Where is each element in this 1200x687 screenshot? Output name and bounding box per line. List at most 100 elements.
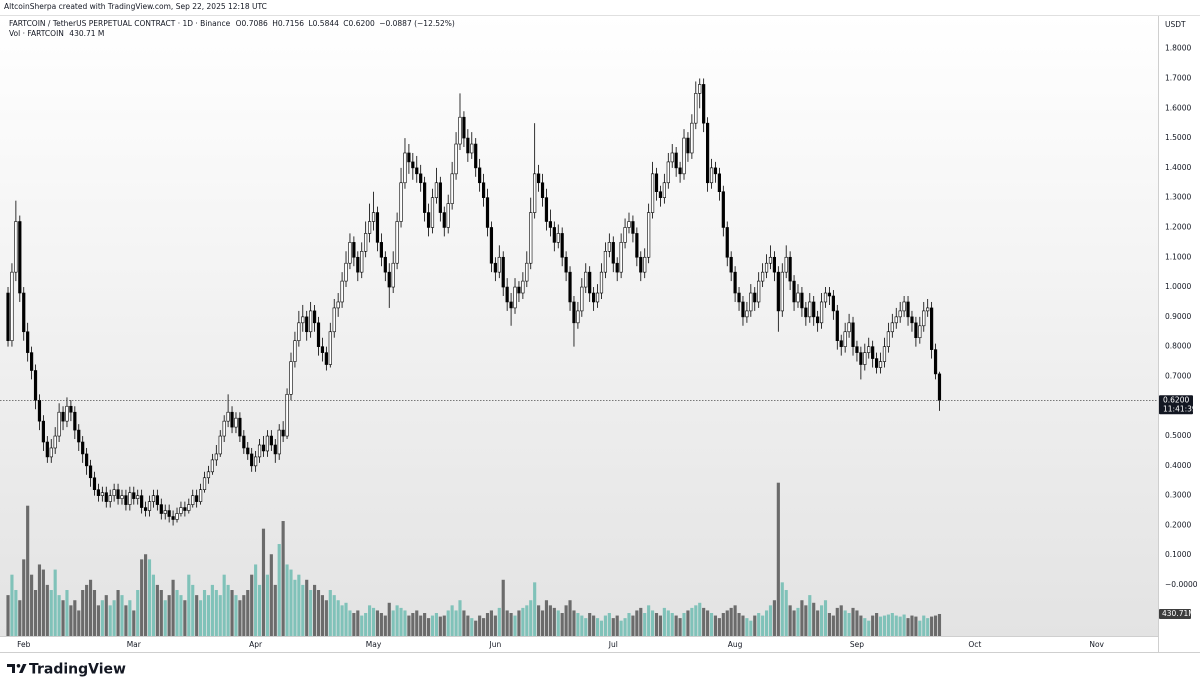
volume-bar bbox=[175, 590, 179, 636]
volume-bar bbox=[827, 613, 832, 636]
volume-bar bbox=[81, 590, 85, 636]
volume-bar bbox=[171, 579, 175, 636]
candle-body bbox=[729, 256, 733, 273]
candle-body bbox=[470, 143, 474, 154]
volume-bar bbox=[88, 579, 93, 636]
candle-body bbox=[615, 262, 619, 273]
candle-body bbox=[654, 173, 659, 193]
volume-bar bbox=[132, 610, 136, 636]
candle-body bbox=[737, 292, 741, 303]
candle-body bbox=[780, 271, 784, 312]
volume-bar bbox=[784, 590, 788, 636]
volume-bar bbox=[328, 590, 332, 636]
candle-body bbox=[513, 286, 517, 309]
x-tick-label: May bbox=[366, 640, 382, 649]
volume-bar bbox=[651, 610, 655, 636]
candle-body bbox=[501, 256, 505, 288]
candle-body bbox=[312, 310, 317, 324]
candle-body bbox=[230, 411, 234, 428]
candle-body bbox=[847, 322, 851, 333]
candle-body bbox=[890, 322, 894, 333]
volume-bar bbox=[214, 590, 218, 636]
volume-bar bbox=[619, 620, 623, 636]
candle-body bbox=[458, 116, 462, 145]
volume-bar bbox=[851, 607, 855, 636]
volume-bar bbox=[725, 610, 729, 636]
volume-bar bbox=[183, 600, 187, 636]
volume-label-box bbox=[1159, 608, 1191, 619]
candle-body bbox=[859, 352, 863, 365]
candle-body bbox=[395, 221, 399, 264]
y-tick-label: 1.4000 bbox=[1165, 163, 1191, 172]
volume-bar bbox=[670, 613, 674, 636]
volume-bar bbox=[497, 607, 501, 636]
volume-bar bbox=[26, 505, 30, 636]
volume-bar bbox=[313, 584, 317, 636]
candle-body bbox=[434, 182, 439, 198]
brand: TradingView bbox=[29, 662, 126, 678]
symbol: FARTCOIN / TetherUS PERPETUAL CONTRACT ·… bbox=[9, 19, 231, 28]
y-tick-label: 1.6000 bbox=[1165, 103, 1191, 112]
volume-bar bbox=[878, 616, 883, 636]
volume-bar bbox=[882, 615, 887, 636]
volume-bar bbox=[10, 574, 14, 636]
candle-body bbox=[686, 137, 690, 154]
candle-body bbox=[525, 262, 529, 282]
volume-layer bbox=[6, 482, 942, 636]
candle-body bbox=[792, 280, 796, 303]
candle-body bbox=[497, 256, 501, 273]
volume-name: Vol · FARTCOIN bbox=[9, 29, 64, 38]
y-tick-label: 1.1000 bbox=[1165, 252, 1191, 261]
volume-bar bbox=[709, 613, 714, 636]
close-label: C bbox=[343, 19, 348, 28]
candle-body bbox=[505, 286, 509, 303]
volume-bar bbox=[584, 618, 588, 636]
candle-body bbox=[399, 182, 403, 222]
volume-bar bbox=[796, 607, 800, 636]
volume-bar bbox=[816, 610, 820, 636]
candle-body bbox=[41, 420, 45, 443]
candle-body bbox=[179, 507, 183, 514]
candle-body bbox=[509, 301, 513, 309]
candle-body bbox=[159, 504, 163, 514]
y-tick-label: 0.8000 bbox=[1165, 342, 1191, 351]
candle-body bbox=[124, 495, 128, 505]
volume-bar bbox=[926, 618, 930, 636]
volume-bar bbox=[85, 584, 89, 636]
volume-bar bbox=[426, 618, 431, 636]
candle-body bbox=[108, 495, 112, 502]
candle-body bbox=[843, 331, 847, 347]
candle-body bbox=[26, 331, 30, 353]
volume-bar bbox=[922, 615, 926, 636]
candle-body bbox=[426, 212, 431, 228]
candle-body bbox=[922, 310, 926, 327]
volume-bar bbox=[458, 600, 462, 636]
candle-body bbox=[521, 280, 525, 294]
volume-bar bbox=[210, 584, 214, 636]
candle-body bbox=[643, 256, 647, 273]
volume-bar bbox=[22, 559, 26, 636]
volume-bar bbox=[525, 605, 529, 636]
volume-bar bbox=[261, 528, 266, 636]
candle-body bbox=[257, 444, 262, 458]
candle-body bbox=[906, 301, 910, 318]
volume-bar bbox=[116, 590, 120, 636]
candle-body bbox=[85, 453, 89, 467]
candle-body bbox=[136, 495, 140, 499]
symbol-legend: FARTCOIN / TetherUS PERPETUAL CONTRACT ·… bbox=[9, 19, 455, 28]
volume-bar bbox=[57, 595, 61, 636]
volume-bar bbox=[269, 554, 273, 636]
candle-body bbox=[808, 301, 812, 318]
volume-bar bbox=[690, 607, 694, 636]
volume-bar bbox=[352, 613, 356, 636]
volume-bar bbox=[100, 600, 104, 636]
volume-bar bbox=[788, 605, 792, 636]
candle-body bbox=[143, 507, 148, 511]
volume-bar bbox=[776, 482, 780, 636]
volume-bar bbox=[533, 582, 537, 636]
volume-bar bbox=[37, 564, 42, 636]
volume-bar bbox=[478, 615, 482, 636]
volume-bar bbox=[540, 610, 545, 636]
candle-body bbox=[336, 301, 340, 309]
candle-body bbox=[191, 495, 195, 505]
